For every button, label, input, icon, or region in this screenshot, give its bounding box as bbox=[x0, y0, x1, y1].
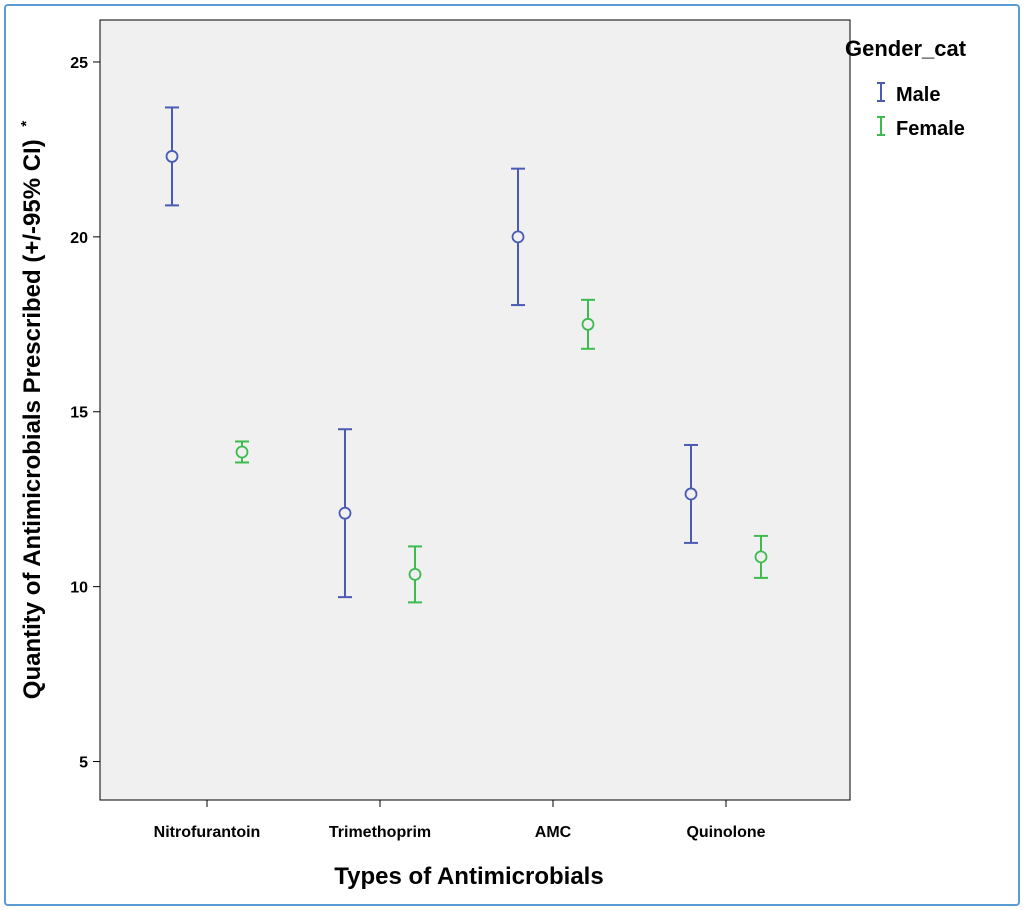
mean-marker bbox=[684, 487, 698, 501]
mean-marker bbox=[581, 317, 595, 331]
error-bar-female-nitrofurantoin bbox=[235, 440, 249, 464]
y-tick-label: 25 bbox=[70, 55, 88, 72]
error-bar-male-amc bbox=[511, 167, 525, 307]
error-bar-male-quinolone bbox=[684, 443, 698, 544]
mean-marker bbox=[511, 230, 525, 244]
mean-marker bbox=[408, 567, 422, 581]
error-bar-female-quinolone bbox=[754, 534, 768, 579]
x-axis-title: Types of Antimicrobials bbox=[334, 863, 603, 890]
x-tick-label: Nitrofurantoin bbox=[154, 824, 261, 841]
x-tick-label: Trimethoprim bbox=[329, 824, 431, 841]
error-bar-male-trimethoprim bbox=[338, 428, 352, 599]
y-axis: 5 10 15 20 25 bbox=[70, 55, 100, 772]
mean-marker bbox=[754, 550, 768, 564]
error-bar-female-amc bbox=[581, 298, 595, 350]
legend: Gender_cat Male Female bbox=[845, 36, 967, 140]
y-tick-label: 20 bbox=[70, 230, 88, 247]
y-tick-label: 15 bbox=[70, 405, 88, 422]
x-axis: Nitrofurantoin Trimethoprim AMC Quinolone bbox=[154, 800, 766, 841]
mean-marker bbox=[235, 445, 249, 459]
mean-marker bbox=[338, 506, 352, 520]
error-bar-female-trimethoprim bbox=[408, 545, 422, 604]
legend-title: Gender_cat bbox=[845, 36, 967, 61]
legend-label-female: Female bbox=[896, 118, 965, 140]
y-tick-label: 10 bbox=[70, 580, 88, 597]
x-tick-label: AMC bbox=[535, 824, 572, 841]
y-tick-label: 5 bbox=[79, 755, 88, 772]
legend-label-male: Male bbox=[896, 84, 940, 106]
plot-area bbox=[99, 19, 851, 801]
y-axis-title: Quantity of Antimicrobials Prescribed (+… bbox=[18, 121, 46, 700]
y-axis-title-note: * bbox=[18, 121, 35, 127]
x-tick-label: Quinolone bbox=[686, 824, 765, 841]
error-bar-male-nitrofurantoin bbox=[165, 106, 179, 207]
legend-item-male: Male bbox=[877, 82, 940, 106]
mean-marker bbox=[165, 150, 179, 163]
y-axis-title-text: Quantity of Antimicrobials Prescribed (+… bbox=[19, 139, 46, 699]
legend-item-female: Female bbox=[877, 116, 965, 140]
chart-marks bbox=[165, 106, 768, 604]
